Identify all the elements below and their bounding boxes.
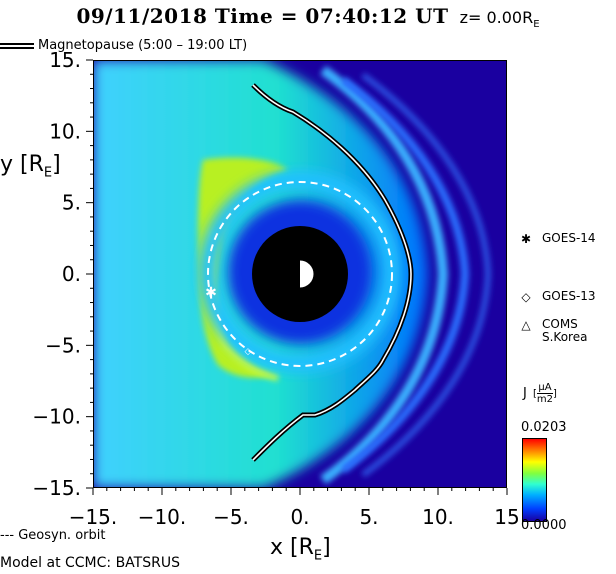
legend-goes-14: ✱ GOES-14 xyxy=(518,231,596,247)
current-density-map: ✱ ◇ xyxy=(93,60,507,488)
goes14-marker: ✱ xyxy=(205,285,217,301)
magnetopause-legend-label: Magnetopause (5:00 – 19:00 LT) xyxy=(38,38,248,53)
sheath-band-far xyxy=(361,72,492,478)
y-tick-labels: 15. 10. 5. 0. −5. −10. −15. xyxy=(32,48,81,500)
colorbar-min: 0.0000 xyxy=(521,518,567,533)
y-tick-label: −15. xyxy=(32,476,81,500)
sheath-band-mid xyxy=(340,76,470,474)
colorbar-title: J [μA m2] xyxy=(523,382,557,405)
magnetopause-legend: Magnetopause (5:00 – 19:00 LT) xyxy=(0,38,247,53)
magnetopause-legend-line xyxy=(0,42,34,49)
goes14-icon: ✱ xyxy=(520,232,532,246)
y-tick-marks xyxy=(86,59,93,489)
legend-goes-13: ◇ GOES-13 xyxy=(518,289,596,305)
x-tick-label: −10. xyxy=(138,505,187,529)
plot-title: 09/11/2018 Time = 07:40:12 UT z= 0.00RE xyxy=(0,4,616,30)
y-tick-label: 5. xyxy=(62,191,81,215)
coms-label: COMS S.Korea xyxy=(542,317,588,344)
colorbar xyxy=(522,438,547,522)
plot-border xyxy=(93,60,507,488)
x-axis-label: x [RE] xyxy=(270,535,331,564)
magnetopause-line-inner xyxy=(252,84,412,461)
y-tick-label: −5. xyxy=(45,333,81,357)
legend-coms: △ COMS S.Korea xyxy=(518,318,587,344)
x-tick-label: 5. xyxy=(359,505,378,529)
goes14-label: GOES-14 xyxy=(542,231,596,245)
x-tick-marks xyxy=(92,488,508,495)
title-date-time: 09/11/2018 Time = 07:40:12 UT xyxy=(76,4,449,28)
title-z-value: z= 0.00RE xyxy=(459,8,540,31)
coms-icon: △ xyxy=(521,318,531,332)
y-tick-label: −10. xyxy=(32,405,81,429)
goes13-icon: ◇ xyxy=(521,290,531,304)
y-tick-label: 15. xyxy=(49,48,81,72)
goes13-label: GOES-13 xyxy=(542,289,596,303)
x-tick-label: −15. xyxy=(69,505,118,529)
goes13-marker: ◇ xyxy=(245,347,252,357)
y-axis-label: y [RE] xyxy=(0,152,61,181)
x-tick-labels: −15. −10. −5. 0. 5. 10. 15 xyxy=(69,505,520,529)
x-tick-label: 10. xyxy=(422,505,454,529)
x-tick-label: 15 xyxy=(494,505,519,529)
geosyn-orbit-legend: --- Geosyn. orbit xyxy=(0,528,106,543)
y-tick-label: 10. xyxy=(49,119,81,143)
earth-night-side xyxy=(286,260,300,288)
x-tick-label: −5. xyxy=(213,505,249,529)
sheath-band-outer xyxy=(320,65,449,485)
y-tick-label: 0. xyxy=(62,262,81,286)
model-credit: Model at CCMC: BATSRUS xyxy=(0,555,180,571)
geosynchronous-orbit xyxy=(207,181,393,367)
colorbar-max: 0.0203 xyxy=(521,420,567,435)
x-tick-label: 0. xyxy=(290,505,309,529)
